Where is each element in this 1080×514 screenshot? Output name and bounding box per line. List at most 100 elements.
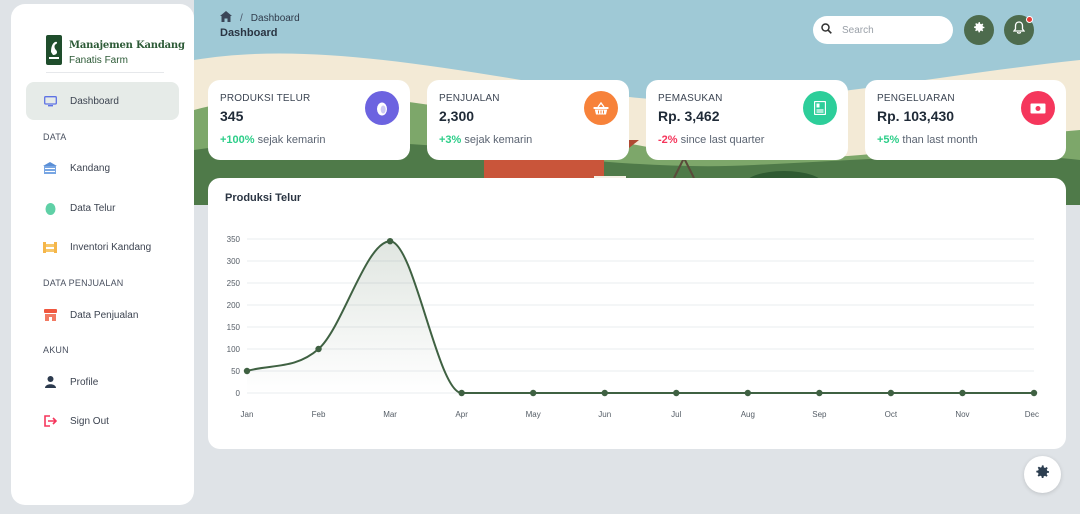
stat-card-penjualan: PENJUALAN 2,300 +3% sejak kemarin	[427, 80, 629, 160]
breadcrumb-current: Dashboard	[250, 12, 300, 24]
store-icon	[43, 308, 57, 322]
nav-section-data: DATA	[43, 132, 67, 142]
y-tick-label: 50	[231, 367, 240, 376]
stat-card-pengeluaran: PENGELUARAN Rp. 103,430 +5% than last mo…	[865, 80, 1066, 160]
x-tick-label: Jun	[598, 410, 611, 419]
home-icon[interactable]	[220, 11, 232, 25]
card-value: 2,300	[439, 108, 475, 124]
sidebar-item-label: Profile	[70, 376, 99, 388]
chart-area-fill	[247, 241, 1034, 393]
y-tick-label: 0	[236, 389, 241, 398]
nav-section-data-penjualan: DATA PENJUALAN	[43, 278, 124, 288]
card-change-text: since last quarter	[680, 134, 765, 146]
card-value: Rp. 3,462	[658, 108, 720, 124]
sidebar-item-data-telur[interactable]: Data Telur	[26, 189, 179, 227]
chart-point-jun[interactable]	[601, 389, 608, 397]
notifications-button[interactable]	[1004, 15, 1034, 45]
chart-point-jul[interactable]	[673, 389, 680, 397]
sidebar-item-label: Dashboard	[70, 95, 119, 107]
y-tick-label: 350	[227, 235, 241, 244]
chart-point-feb[interactable]	[315, 345, 322, 353]
x-tick-label: May	[526, 410, 541, 419]
card-label: PENJUALAN	[439, 93, 500, 104]
search-box[interactable]	[813, 16, 953, 44]
chart-point-may[interactable]	[529, 389, 537, 397]
chart-point-apr[interactable]	[458, 389, 465, 397]
chart-point-dec[interactable]	[1030, 389, 1038, 397]
notification-badge	[1026, 16, 1033, 23]
y-tick-label: 150	[227, 323, 241, 332]
egg-icon	[43, 201, 57, 215]
card-change: -2% since last quarter	[658, 134, 764, 146]
stat-card-produksi-telur: PRODUKSI TELUR 345 +100% sejak kemarin	[208, 80, 410, 160]
sidebar-item-data-penjualan[interactable]: Data Penjualan	[26, 296, 179, 334]
chart-point-oct[interactable]	[887, 389, 895, 397]
breadcrumb: / Dashboard	[220, 11, 300, 25]
card-value: Rp. 103,430	[877, 108, 955, 124]
y-tick-label: 250	[227, 279, 241, 288]
search-input[interactable]	[842, 24, 942, 36]
chart-point-sep[interactable]	[816, 389, 823, 397]
chart-point-aug[interactable]	[744, 389, 752, 397]
config-fab-button[interactable]	[1024, 456, 1061, 493]
x-tick-label: Dec	[1025, 410, 1039, 419]
x-tick-label: Mar	[383, 410, 397, 419]
x-tick-label: Apr	[455, 410, 468, 419]
card-change-text: than last month	[902, 134, 978, 146]
sidebar-item-label: Sign Out	[70, 415, 109, 427]
gear-icon	[1035, 464, 1051, 485]
card-change: +100% sejak kemarin	[220, 134, 325, 146]
y-tick-label: 300	[227, 257, 241, 266]
sidebar-item-label: Data Penjualan	[70, 309, 139, 321]
card-label: PEMASUKAN	[658, 93, 723, 104]
settings-button[interactable]	[964, 15, 994, 45]
sidebar: Manajemen Kandang Fanatis Farm Dashboard…	[11, 4, 194, 505]
x-tick-label: Feb	[312, 410, 326, 419]
x-tick-label: Oct	[885, 410, 898, 419]
sidebar-item-kandang[interactable]: Kandang	[26, 149, 179, 187]
card-value: 345	[220, 108, 244, 124]
brand-title: Manajemen Kandang	[69, 40, 185, 51]
basket-icon	[584, 91, 618, 125]
barn-icon	[43, 161, 57, 175]
stat-card-pemasukan: PEMASUKAN Rp. 3,462 -2% since last quart…	[646, 80, 848, 160]
sidebar-item-label: Kandang	[70, 162, 111, 174]
chart-point-mar[interactable]	[386, 238, 394, 245]
sidebar-item-dashboard[interactable]: Dashboard	[26, 82, 179, 120]
user-icon	[43, 375, 57, 389]
ledger-icon	[803, 91, 837, 125]
sidebar-item-label: Inventori Kandang	[70, 241, 152, 253]
egg-icon	[365, 91, 399, 125]
sidebar-item-inventori-kandang[interactable]: Inventori Kandang	[26, 228, 179, 266]
search-icon	[821, 21, 832, 39]
chart-card: Produksi Telur 0 50 100 150 200 250 300 350 Jan…	[208, 178, 1066, 449]
chart-point-jan[interactable]	[243, 367, 251, 375]
brand-subtitle: Fanatis Farm	[69, 55, 128, 66]
nav-section-akun: AKUN	[43, 345, 69, 355]
card-change-text: sejak kemarin	[257, 134, 326, 146]
card-change: +5% than last month	[877, 134, 978, 146]
card-change-value: -2%	[658, 134, 678, 146]
money-icon	[1021, 91, 1055, 125]
sidebar-item-profile[interactable]: Profile	[26, 363, 179, 401]
card-change-text: sejak kemarin	[464, 134, 533, 146]
inventory-icon	[43, 240, 57, 254]
card-label: PRODUKSI TELUR	[220, 93, 311, 104]
gear-icon	[973, 21, 986, 39]
sidebar-item-label: Data Telur	[70, 202, 116, 214]
page-title: Dashboard	[220, 27, 278, 39]
card-label: PENGELUARAN	[877, 93, 955, 104]
x-tick-label: Nov	[955, 410, 969, 419]
brand[interactable]: Manajemen Kandang Fanatis Farm	[46, 35, 185, 73]
line-chart: 0 50 100 150 200 250 300 350 Jan Feb Mar Apr May Jun…	[227, 235, 1039, 419]
bell-icon	[1012, 21, 1026, 39]
brand-logo	[46, 35, 62, 65]
x-tick-label: Sep	[812, 410, 827, 419]
sidebar-item-sign-out[interactable]: Sign Out	[26, 402, 179, 440]
monitor-icon	[43, 94, 57, 108]
chart-point-nov[interactable]	[959, 389, 966, 397]
sign-out-icon	[43, 414, 57, 428]
y-tick-label: 100	[227, 345, 241, 354]
y-tick-label: 200	[227, 301, 241, 310]
card-change-value: +3%	[439, 134, 462, 146]
